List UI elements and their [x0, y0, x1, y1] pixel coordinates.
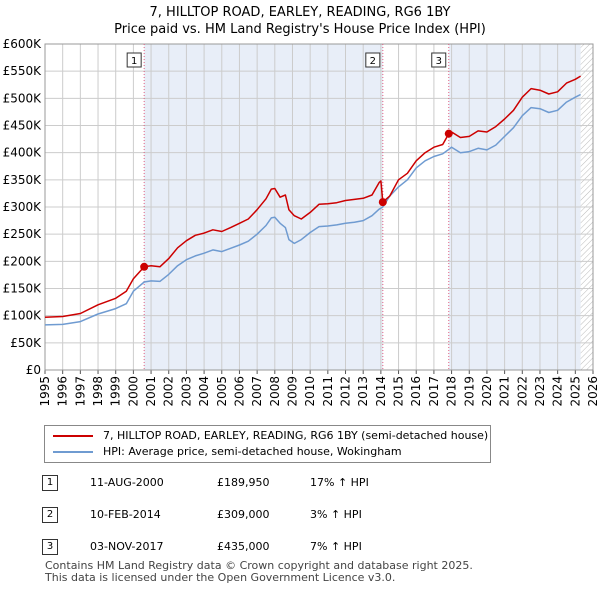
- x-tick-label: 2001: [144, 376, 158, 407]
- x-tick-label: 2023: [533, 376, 547, 407]
- y-tick-label: £200K: [3, 254, 43, 268]
- sale-label-box: [431, 52, 447, 68]
- x-tick-label: 1996: [56, 376, 70, 407]
- x-tick-label: 2009: [285, 376, 299, 407]
- footer-copyright: Contains HM Land Registry data © Crown c…: [45, 559, 473, 572]
- y-tick-label: £350K: [3, 173, 43, 187]
- x-tick-label: 2007: [250, 376, 264, 407]
- y-tick-label: £150K: [3, 282, 43, 296]
- x-tick-label: 2022: [515, 376, 529, 407]
- x-tick-label: 2003: [179, 376, 193, 407]
- sale-price: £189,950: [217, 476, 270, 489]
- attribution-footer: Contains HM Land Registry data © Crown c…: [45, 560, 473, 584]
- sale-point: [378, 198, 387, 207]
- sale-point: [444, 129, 453, 138]
- legend-swatch-property: [53, 435, 93, 437]
- x-tick-label: 2013: [356, 376, 370, 407]
- sale-row: 3 03-NOV-2017 £435,000 7% ↑ HPI: [42, 538, 562, 558]
- y-tick-label: £400K: [3, 146, 43, 160]
- x-tick-label: 2018: [445, 376, 459, 407]
- x-tick-label: 2012: [339, 376, 353, 407]
- sale-hpi-change: 7% ↑ HPI: [310, 540, 362, 553]
- property-series-line: [44, 75, 581, 319]
- sale-date: 10-FEB-2014: [90, 508, 161, 521]
- x-tick-label: 2006: [232, 376, 246, 407]
- x-tick-label: 2019: [462, 376, 476, 407]
- chart-title-main: 7, HILLTOP ROAD, EARLEY, READING, RG6 1B…: [149, 5, 451, 20]
- x-tick-label: 2021: [498, 376, 512, 407]
- sale-number-badge: 2: [42, 507, 58, 523]
- footer-licence: This data is licensed under the Open Gov…: [45, 571, 396, 584]
- x-tick-label: 1998: [91, 376, 105, 407]
- price-chart: £0 £50K £100K £150K £200K £250K £300K £350K £400…: [3, 37, 600, 407]
- chart-subtitle: Price paid vs. HM Land Registry's House …: [114, 22, 486, 37]
- y-tick-label: £0: [26, 363, 41, 377]
- x-tick-label: 2020: [480, 376, 494, 407]
- y-tick-label: £50K: [10, 336, 42, 350]
- x-tick-label: 2026: [586, 376, 600, 407]
- y-tick-label: £600K: [3, 37, 43, 51]
- sale-label-number: 1: [131, 56, 137, 67]
- sale-label-box: [365, 52, 381, 68]
- sale-label-number: 3: [436, 56, 442, 67]
- x-tick-label: 2010: [303, 376, 317, 407]
- sale-label-number: 2: [370, 56, 376, 67]
- x-tick-label: 2008: [268, 376, 282, 407]
- sale-number-badge: 1: [42, 475, 58, 491]
- x-tick-label: 2016: [409, 376, 423, 407]
- x-tick-label: 2014: [374, 376, 388, 407]
- x-tick-label: 2005: [215, 376, 229, 407]
- sale-date: 11-AUG-2000: [90, 476, 164, 489]
- sale-hpi-change: 17% ↑ HPI: [310, 476, 369, 489]
- sale-point: [140, 262, 149, 271]
- hpi-series-line: [44, 93, 581, 326]
- x-tick-label: 2017: [427, 376, 441, 407]
- y-tick-label: £250K: [3, 227, 43, 241]
- sale-number-badge: 3: [42, 539, 58, 555]
- x-tick-label: 2024: [551, 376, 565, 407]
- sale-price: £435,000: [217, 540, 270, 553]
- sale-row: 1 11-AUG-2000 £189,950 17% ↑ HPI: [42, 474, 562, 494]
- plot-frame: [44, 43, 594, 371]
- y-tick-label: £300K: [3, 200, 43, 214]
- y-tick-label: £500K: [3, 91, 43, 105]
- x-tick-label: 2000: [126, 376, 140, 407]
- x-tick-label: 2025: [568, 376, 582, 407]
- legend-label-property: 7, HILLTOP ROAD, EARLEY, READING, RG6 1B…: [103, 429, 489, 442]
- legend-label-hpi: HPI: Average price, semi-detached house,…: [103, 445, 402, 458]
- x-tick-label: 2002: [162, 376, 176, 407]
- x-tick-label: 1999: [109, 376, 123, 407]
- x-tick-label: 1995: [38, 376, 52, 407]
- sale-label-box: [126, 52, 142, 68]
- y-tick-label: £550K: [3, 64, 43, 78]
- x-tick-label: 1997: [73, 376, 87, 407]
- x-tick-label: 2004: [197, 376, 211, 407]
- x-tick-label: 2015: [392, 376, 406, 407]
- sale-row: 2 10-FEB-2014 £309,000 3% ↑ HPI: [42, 506, 562, 526]
- y-tick-label: £450K: [3, 119, 43, 133]
- chart-title: 7, HILLTOP ROAD, EARLEY, READING, RG6 1B…: [0, 4, 600, 38]
- sale-date: 03-NOV-2017: [90, 540, 164, 553]
- sale-hpi-change: 3% ↑ HPI: [310, 508, 362, 521]
- sale-price: £309,000: [217, 508, 270, 521]
- chart-legend: 7, HILLTOP ROAD, EARLEY, READING, RG6 1B…: [44, 425, 491, 463]
- y-tick-label: £100K: [3, 309, 43, 323]
- legend-swatch-hpi: [53, 451, 93, 453]
- x-tick-label: 2011: [321, 376, 335, 407]
